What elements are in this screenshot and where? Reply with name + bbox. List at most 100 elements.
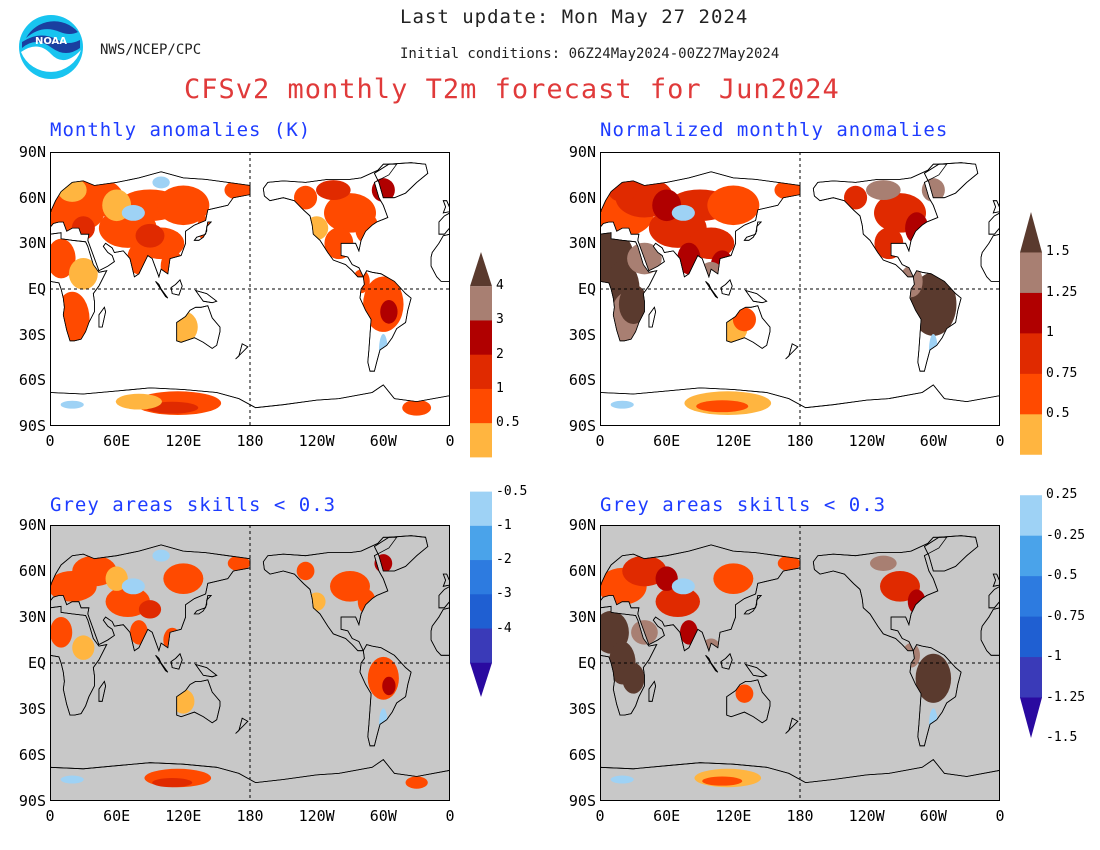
colorbar-swatch bbox=[470, 628, 492, 664]
coastline bbox=[442, 200, 450, 214]
top-left-lat-label: 30S bbox=[18, 325, 46, 344]
colorbar-swatch bbox=[1020, 292, 1042, 334]
cold-anomaly-region bbox=[60, 775, 84, 784]
coastline bbox=[600, 544, 801, 652]
coastline bbox=[50, 580, 52, 586]
land-europeAsia-wrap bbox=[438, 211, 450, 235]
colorbar-swatch bbox=[1020, 333, 1042, 375]
land-europeAsia-wrap bbox=[988, 585, 1000, 609]
anomaly-region bbox=[316, 180, 351, 200]
coastline bbox=[726, 305, 771, 349]
coastline bbox=[744, 289, 768, 304]
anomaly-region bbox=[735, 684, 754, 703]
bottom-left-lat-label: 60S bbox=[18, 746, 46, 764]
colorbar-tick-label: -0.5 bbox=[496, 483, 528, 499]
top-left-lat-label: 30N bbox=[18, 234, 46, 253]
coastline bbox=[359, 270, 412, 372]
colorbar-swatch bbox=[1020, 252, 1042, 294]
coastline bbox=[648, 680, 657, 702]
top-left-lat-label: 60N bbox=[18, 188, 46, 207]
coastline bbox=[50, 759, 450, 801]
anomaly-region bbox=[382, 676, 396, 696]
top-right-lon-label: 0 bbox=[595, 432, 605, 450]
coastline bbox=[235, 717, 249, 734]
anomaly-region bbox=[138, 600, 162, 619]
anomaly-region bbox=[405, 776, 428, 789]
land-africa-wrap bbox=[430, 607, 450, 656]
bottom-right-lat-label: 90S bbox=[568, 792, 596, 810]
colorbar-swatch bbox=[470, 286, 492, 321]
cold-anomaly-region bbox=[60, 400, 84, 409]
cold-anomaly-region bbox=[610, 400, 634, 409]
anomaly-region bbox=[696, 400, 749, 413]
colorbar-tick-label: 0.25 bbox=[1046, 487, 1078, 503]
colorbar-tick-label: 1 bbox=[1046, 325, 1054, 341]
coastline bbox=[193, 221, 213, 241]
top-right-lat-label: 30N bbox=[568, 234, 596, 253]
top-right-lon-label: 60E bbox=[653, 432, 681, 450]
colorbar-swatch bbox=[470, 354, 492, 390]
top-left-lon-label: 60E bbox=[103, 432, 131, 450]
anomaly-region bbox=[135, 223, 165, 248]
colorbar-swatch bbox=[1020, 535, 1042, 577]
coastline bbox=[785, 343, 799, 360]
colorbar-tick-label: 0.5 bbox=[496, 415, 520, 431]
coastline bbox=[600, 605, 658, 716]
top-right-lat-label: EQ bbox=[577, 280, 596, 298]
colorbar-tick-label: -0.5 bbox=[1046, 568, 1078, 584]
land-europeAsia-wrap bbox=[988, 211, 1000, 235]
bottom-right-lon-label: 120W bbox=[848, 807, 885, 825]
agency-label: NWS/NCEP/CPC bbox=[100, 42, 202, 58]
bottom-right-lon-label: 60E bbox=[653, 807, 681, 825]
coastline bbox=[262, 536, 398, 652]
anomaly-region bbox=[294, 185, 318, 210]
colorbar-swatch bbox=[470, 560, 492, 595]
coastline bbox=[373, 535, 429, 572]
coastline bbox=[359, 644, 412, 747]
bottom-left-lat-label: 60N bbox=[18, 562, 46, 580]
svg-text:NOAA: NOAA bbox=[35, 36, 67, 47]
bottom-right-lat-label: 60S bbox=[568, 746, 596, 764]
coastline bbox=[812, 536, 948, 652]
anomaly-fill bbox=[50, 549, 428, 789]
anomaly-region bbox=[296, 561, 315, 581]
coastline bbox=[992, 573, 1000, 587]
colorbar-tick-label: -0.25 bbox=[1046, 527, 1086, 543]
coastline bbox=[600, 759, 1000, 801]
map-frame bbox=[600, 525, 1000, 801]
coastline bbox=[992, 200, 1000, 214]
top-left-lat-label: 60S bbox=[18, 371, 46, 390]
coastline bbox=[50, 171, 251, 279]
colorbar-normalized bbox=[1020, 212, 1042, 738]
coastline bbox=[98, 680, 107, 702]
coastline bbox=[176, 679, 221, 724]
map-frame bbox=[600, 152, 1000, 426]
bottom-right-lat-label: 30S bbox=[568, 700, 596, 718]
top-right-lon-label: 120E bbox=[715, 432, 752, 450]
colorbar-swatch bbox=[470, 491, 492, 527]
top-right-lat-label: 90N bbox=[568, 143, 596, 161]
cold-anomaly-region bbox=[671, 204, 695, 221]
colorbar-anomalies bbox=[470, 252, 492, 697]
colorbar-swatch bbox=[470, 594, 492, 630]
coastline bbox=[373, 162, 429, 199]
anomaly-region bbox=[622, 555, 667, 587]
coastline bbox=[648, 306, 657, 328]
anomaly-region bbox=[105, 586, 150, 617]
colorbar-arrow-top bbox=[1020, 212, 1042, 253]
coastline bbox=[726, 679, 771, 724]
bottom-right-lon-label: 0 bbox=[595, 807, 605, 825]
bottom-left-lat-label: EQ bbox=[27, 654, 46, 672]
coastline bbox=[812, 163, 948, 278]
coastline bbox=[442, 573, 450, 587]
colorbar-tick-label: -1 bbox=[1046, 649, 1062, 665]
colorbar-tick-label: -3 bbox=[496, 586, 512, 602]
anomaly-region bbox=[227, 555, 250, 571]
bottom-left-lon-label: 0 bbox=[445, 807, 455, 825]
coastline bbox=[744, 663, 768, 678]
bottom-left-lat-label: 90N bbox=[18, 516, 46, 534]
anomaly-region bbox=[68, 257, 98, 290]
panel-title-bottom-left: Grey areas skills < 0.3 bbox=[50, 494, 337, 516]
bottom-left-lat-label: 30S bbox=[18, 700, 46, 718]
anomaly-region bbox=[713, 563, 754, 594]
